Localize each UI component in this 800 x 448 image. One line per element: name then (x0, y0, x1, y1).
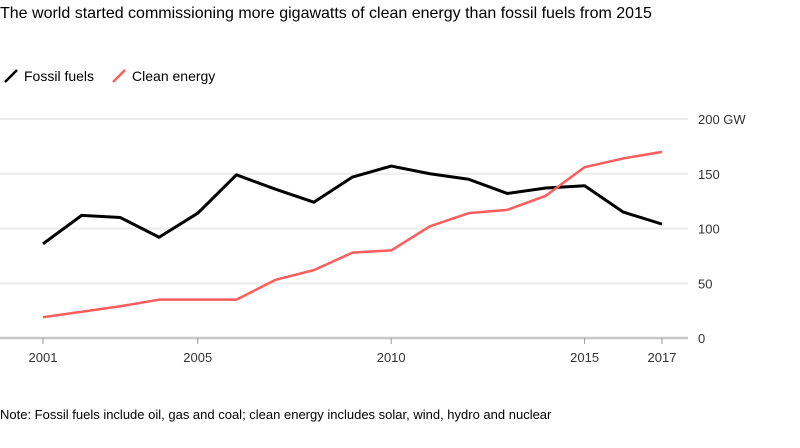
y-tick-label: 100 (698, 222, 720, 237)
y-tick-label: 0 (698, 331, 705, 346)
y-tick-label: 200 GW (698, 112, 746, 127)
legend-label: Clean energy (132, 68, 216, 84)
chart-note: Note: Fossil fuels include oil, gas and … (0, 407, 552, 422)
x-tick-label: 2017 (648, 350, 677, 365)
x-tick-label: 2015 (570, 350, 599, 365)
x-tick-label: 2005 (183, 350, 212, 365)
x-tick-label: 2001 (29, 350, 58, 365)
legend-label: Fossil fuels (24, 68, 95, 84)
y-tick-label: 150 (698, 167, 720, 182)
legend-line-fossil-icon (4, 69, 18, 83)
legend: Fossil fuels Clean energy (4, 68, 215, 84)
chart-title: The world started commissioning more gig… (0, 5, 652, 22)
legend-item-fossil: Fossil fuels (4, 68, 94, 84)
legend-line-clean-icon (112, 69, 126, 83)
x-tick-label: 2010 (377, 350, 406, 365)
legend-item-clean: Clean energy (112, 68, 215, 84)
y-tick-label: 50 (698, 276, 712, 291)
